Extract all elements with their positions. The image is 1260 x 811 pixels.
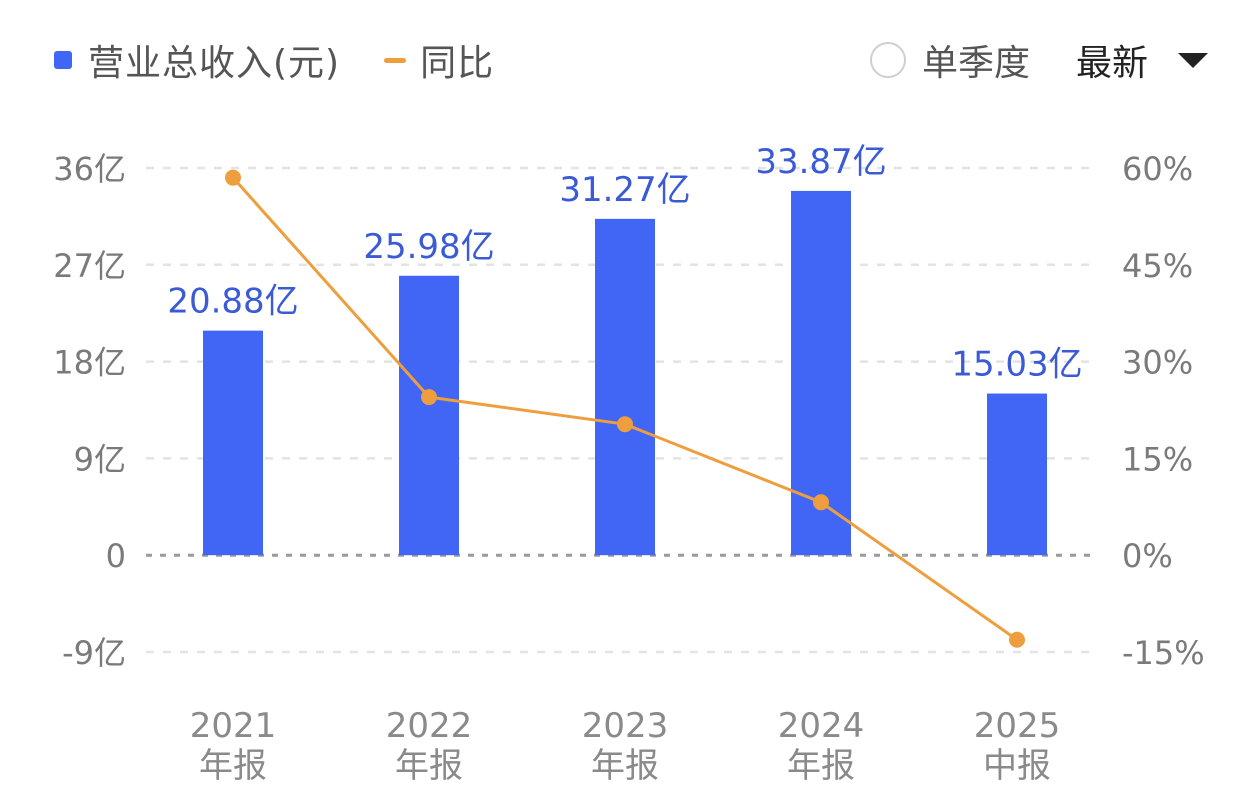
y-left-tick-label: 27亿 bbox=[53, 247, 126, 285]
chart-legend: 营业总收入(元) 同比 bbox=[54, 30, 494, 90]
x-tick-label-period: 年报 bbox=[591, 746, 659, 786]
revenue-bar bbox=[399, 275, 459, 556]
x-tick-label-year: 2024 bbox=[778, 706, 865, 746]
y-left-tick-label: 36亿 bbox=[53, 150, 126, 188]
chart-controls: 单季度 最新 bbox=[869, 30, 1208, 90]
bar-value-label: 15.03亿 bbox=[951, 345, 1082, 385]
y-right-tick-label: -15% bbox=[1122, 634, 1205, 672]
x-tick-label-year: 2025 bbox=[974, 706, 1061, 746]
yoy-point bbox=[1009, 631, 1025, 648]
x-tick-label-year: 2023 bbox=[582, 706, 669, 746]
triangle-down-icon bbox=[1178, 52, 1208, 68]
bar-value-label: 20.88亿 bbox=[167, 282, 298, 322]
revenue-bar bbox=[595, 218, 655, 556]
y-left-tick-label: 0 bbox=[106, 537, 126, 575]
y-right-tick-label: 60% bbox=[1122, 150, 1193, 188]
revenue-bar bbox=[203, 330, 263, 556]
x-tick-label-period: 年报 bbox=[395, 746, 463, 786]
y-left-tick-label: 18亿 bbox=[53, 344, 126, 382]
y-left-tick-label: 9亿 bbox=[74, 440, 126, 478]
legend-item-revenue[interactable]: 营业总收入(元) bbox=[54, 34, 340, 86]
y-right-tick-label: 30% bbox=[1122, 344, 1193, 382]
y-right-tick-label: 0% bbox=[1122, 537, 1173, 575]
radio-button-icon[interactable] bbox=[869, 42, 906, 78]
x-tick-label-year: 2022 bbox=[386, 706, 473, 746]
y-right-tick-label: 45% bbox=[1122, 247, 1193, 285]
legend-label-revenue: 营业总收入(元) bbox=[88, 43, 341, 84]
y-left-tick-label: -9亿 bbox=[62, 634, 126, 672]
yoy-point bbox=[421, 389, 437, 406]
bar-value-label: 33.87亿 bbox=[755, 142, 886, 182]
bar-value-label: 25.98亿 bbox=[363, 227, 494, 267]
yoy-point bbox=[225, 169, 241, 186]
yoy-point bbox=[617, 416, 633, 433]
x-tick-label-period: 年报 bbox=[199, 746, 267, 786]
bar-value-label: 31.27亿 bbox=[559, 170, 690, 210]
legend-item-yoy[interactable]: 同比 bbox=[340, 34, 494, 86]
period-dropdown-label: 最新 bbox=[1075, 43, 1148, 84]
y-right-tick-label: 15% bbox=[1122, 440, 1193, 478]
period-dropdown[interactable]: 最新 bbox=[1076, 34, 1208, 86]
legend-bar-swatch bbox=[54, 51, 72, 69]
legend-label-yoy: 同比 bbox=[420, 43, 495, 84]
yoy-point bbox=[813, 494, 829, 511]
x-tick-label-year: 2021 bbox=[190, 706, 277, 746]
single-quarter-label[interactable]: 单季度 bbox=[921, 43, 1030, 84]
x-tick-label-period: 中报 bbox=[983, 746, 1051, 786]
x-tick-label-period: 年报 bbox=[787, 746, 855, 786]
legend-line-swatch bbox=[384, 57, 407, 63]
revenue-bar bbox=[987, 393, 1047, 556]
